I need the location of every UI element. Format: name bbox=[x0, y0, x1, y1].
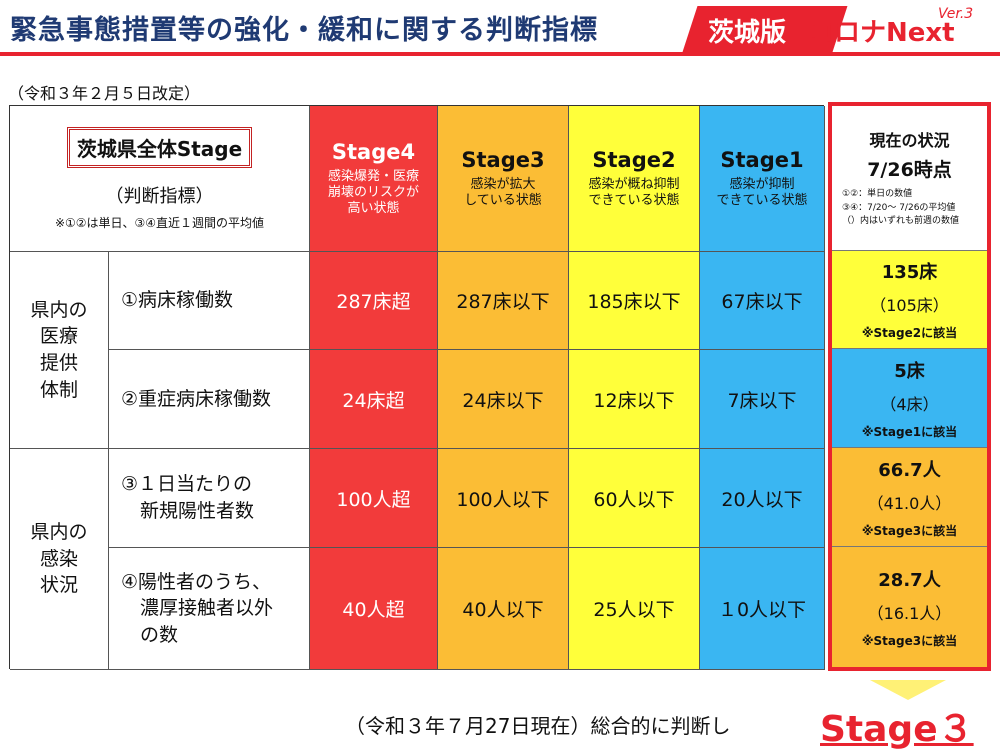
indicator-subtitle: （判断指標） bbox=[105, 185, 214, 207]
cell-value: 100人超 bbox=[336, 488, 411, 511]
cell-value: 287床超 bbox=[336, 291, 411, 313]
current-note-1: ①②：単日の数値 bbox=[842, 189, 913, 200]
down-arrow-icon bbox=[870, 680, 946, 700]
current-status-notes: ①②：単日の数値 ③④：7/20～ 7/26の平均値 （）内はいずれも前週の数値 bbox=[832, 188, 959, 229]
stage-table: 茨城県全体Stage （判断指標） ※①②は単日、③④直近１週間の平均値 Sta… bbox=[9, 105, 825, 670]
current-value: 5床 bbox=[894, 360, 925, 382]
group-label-text: 県内の 医療 提供 体制 bbox=[30, 298, 88, 401]
current-status-header: 現在の状況 7/26時点 ①②：単日の数値 ③④：7/20～ 7/26の平均値 … bbox=[832, 106, 987, 251]
brand-corona-text: コロナNext bbox=[808, 18, 955, 48]
current-prev: （105床） bbox=[870, 296, 949, 315]
table-cell: 287床以下 bbox=[438, 252, 569, 350]
table-cell: 7床以下 bbox=[700, 350, 825, 449]
current-status-time: 7/26時点 bbox=[867, 159, 952, 182]
cell-value: 40人超 bbox=[342, 599, 405, 621]
stage-name: Stage4 bbox=[331, 139, 416, 164]
cell-value: 25人以下 bbox=[593, 599, 675, 621]
current-stage-note: ※Stage3に該当 bbox=[861, 633, 958, 648]
current-value: 66.7人 bbox=[878, 459, 941, 481]
table-cell: 67床以下 bbox=[700, 252, 825, 350]
table-cell: 12床以下 bbox=[569, 350, 700, 449]
current-prev: （16.1人） bbox=[867, 603, 952, 623]
summary-text: （令和３年７月27日現在）総合的に判断し bbox=[345, 714, 731, 738]
current-severe-bed: 5床 （4床） ※Stage1に該当 bbox=[832, 349, 987, 448]
table-cell: 25人以下 bbox=[569, 548, 700, 670]
current-note-3: （）内はいずれも前週の数値 bbox=[842, 216, 960, 227]
cell-value: 24床超 bbox=[342, 389, 405, 412]
cell-value: 67床以下 bbox=[721, 291, 803, 313]
brand-version: Ver.3 bbox=[938, 6, 974, 22]
stage1-header: Stage1 感染が抑制 できている状態 bbox=[700, 106, 825, 252]
stage-name: Stage3 bbox=[461, 147, 545, 172]
brand-logo: 茨城版 コロナNext Ver.3 bbox=[682, 2, 990, 58]
stage-desc: 感染爆発・医療 崩壊のリスクが 高い状態 bbox=[327, 168, 419, 217]
header: 緊急事態措置等の強化・緩和に関する判断指標 茨城版 コロナNext Ver.3 bbox=[0, 0, 1000, 58]
stage2-header: Stage2 感染が概ね抑制 できている状態 bbox=[569, 106, 700, 252]
current-status-title: 現在の状況 bbox=[869, 131, 950, 151]
stage-name: Stage1 bbox=[720, 147, 804, 172]
current-stage-note: ※Stage2に該当 bbox=[861, 326, 958, 340]
stage-name: Stage2 bbox=[592, 147, 676, 172]
cell-value: 24床以下 bbox=[462, 389, 544, 412]
cell-value: 40人以下 bbox=[462, 599, 544, 621]
current-bed-occupancy: 135床 （105床） ※Stage2に該当 bbox=[832, 251, 987, 349]
table-cell: 40人以下 bbox=[438, 548, 569, 670]
current-note-2: ③④：7/20～ 7/26の平均値 bbox=[842, 202, 956, 213]
cell-value: 185床以下 bbox=[587, 291, 681, 313]
cell-value: 60人以下 bbox=[593, 488, 675, 511]
indicator-note: ※①②は単日、③④直近１週間の平均値 bbox=[54, 215, 265, 230]
table-cell: 20人以下 bbox=[700, 449, 825, 548]
stage3-header: Stage3 感染が拡大 している状態 bbox=[438, 106, 569, 252]
table-cell: 24床以下 bbox=[438, 350, 569, 449]
cell-value: 12床以下 bbox=[593, 389, 675, 412]
indicator-box-label: 茨城県全体Stage bbox=[66, 126, 253, 168]
table-cell: 287床超 bbox=[310, 252, 438, 350]
table-cell: 100人超 bbox=[310, 449, 438, 548]
cell-value: 100人以下 bbox=[456, 488, 550, 511]
table-cell: 40人超 bbox=[310, 548, 438, 670]
row-label-new-positive: ③１日当たりの 新規陽性者数 bbox=[109, 449, 310, 548]
current-non-contact: 28.7人 （16.1人） ※Stage3に該当 bbox=[832, 547, 987, 667]
indicator-header: 茨城県全体Stage （判断指標） ※①②は単日、③④直近１週間の平均値 bbox=[10, 106, 310, 252]
row-label-non-contact: ④陽性者のうち、 濃厚接触者以外 の数 bbox=[109, 548, 310, 670]
cell-value: 287床以下 bbox=[456, 291, 550, 313]
current-new-positive: 66.7人 （41.0人） ※Stage3に該当 bbox=[832, 448, 987, 547]
stage4-header: Stage4 感染爆発・医療 崩壊のリスクが 高い状態 bbox=[310, 106, 438, 252]
cell-value: 7床以下 bbox=[727, 389, 797, 412]
table-cell: 185床以下 bbox=[569, 252, 700, 350]
group-label-text: 県内の 感染 状況 bbox=[30, 521, 88, 597]
current-prev: （4床） bbox=[880, 394, 939, 414]
current-stage-note: ※Stage3に該当 bbox=[861, 523, 958, 538]
current-status-column: 現在の状況 7/26時点 ①②：単日の数値 ③④：7/20～ 7/26の平均値 … bbox=[828, 102, 991, 671]
stage-desc: 感染が拡大 している状態 bbox=[464, 176, 542, 209]
row-label-bed-occupancy: ①病床稼働数 bbox=[109, 252, 310, 350]
current-prev: （41.0人） bbox=[867, 493, 952, 513]
current-stage-note: ※Stage1に該当 bbox=[861, 424, 958, 439]
current-value: 135床 bbox=[881, 262, 938, 283]
table-cell: 60人以下 bbox=[569, 449, 700, 548]
final-stage-label: Stage３ bbox=[820, 709, 974, 750]
current-value: 28.7人 bbox=[878, 569, 941, 591]
page-title: 緊急事態措置等の強化・緩和に関する判断指標 bbox=[10, 15, 598, 46]
cell-value: １0人以下 bbox=[717, 599, 807, 621]
revised-date: （令和３年２月５日改定） bbox=[8, 84, 201, 103]
table-cell: 24床超 bbox=[310, 350, 438, 449]
stage-desc: 感染が抑制 できている状態 bbox=[716, 176, 808, 209]
brand-ibaraki-text: 茨城版 bbox=[708, 18, 787, 48]
table-cell: １0人以下 bbox=[700, 548, 825, 670]
group-label-infection: 県内の 感染 状況 bbox=[10, 449, 109, 670]
cell-value: 20人以下 bbox=[721, 488, 803, 511]
stage-desc: 感染が概ね抑制 できている状態 bbox=[588, 176, 680, 209]
row-label-severe-bed: ②重症病床稼働数 bbox=[109, 350, 310, 449]
table-cell: 100人以下 bbox=[438, 449, 569, 548]
group-label-medical: 県内の 医療 提供 体制 bbox=[10, 252, 109, 449]
header-rule bbox=[0, 52, 1000, 56]
